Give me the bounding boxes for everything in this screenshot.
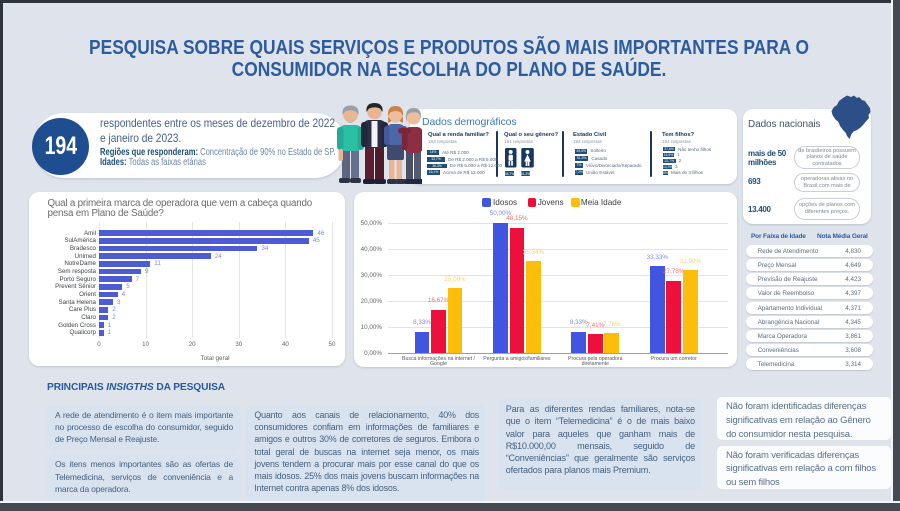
svg-text:48,7%: 48,7% [504, 171, 514, 175]
svg-text:51,3%: 51,3% [520, 171, 530, 175]
